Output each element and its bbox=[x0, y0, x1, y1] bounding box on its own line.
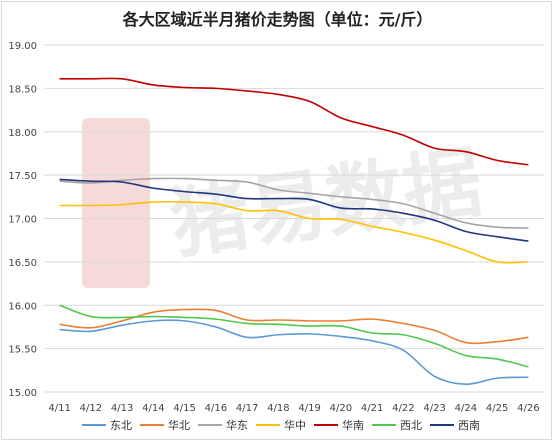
y-tick-label: 18.00 bbox=[8, 128, 37, 139]
y-tick-label: 17.00 bbox=[8, 215, 37, 226]
legend-label: 华北 bbox=[168, 418, 190, 432]
legend: 东北 华北 华东 华中 华南 西北 西南 bbox=[82, 418, 480, 432]
y-tick-label: 17.50 bbox=[8, 171, 37, 182]
x-tick-label: 4/20 bbox=[330, 403, 352, 414]
y-tick-label: 16.00 bbox=[8, 301, 37, 312]
series-line-东北 bbox=[59, 319, 529, 385]
legend-label: 东北 bbox=[110, 419, 132, 432]
x-tick-label: 4/18 bbox=[267, 403, 289, 414]
legend-label: 西南 bbox=[458, 419, 480, 432]
legend-label: 华南 bbox=[342, 418, 364, 432]
grid-lines bbox=[44, 44, 544, 393]
series-line-西北 bbox=[59, 304, 529, 368]
series-lines bbox=[59, 77, 529, 385]
x-tick-label: 4/26 bbox=[517, 403, 539, 414]
series-line-华北 bbox=[59, 308, 529, 345]
y-axis-ticks: 19.00 18.50 18.00 17.50 17.00 16.50 16.00 15.50… bbox=[8, 41, 37, 399]
y-tick-label: 15.00 bbox=[8, 388, 37, 399]
chart-title: 各大区域近半月猪价走势图（单位：元/斤） bbox=[122, 10, 433, 29]
x-tick-label: 4/22 bbox=[392, 403, 414, 414]
x-tick-label: 4/23 bbox=[423, 403, 445, 414]
watermark-logo bbox=[82, 118, 150, 288]
x-tick-label: 4/11 bbox=[48, 403, 70, 414]
x-tick-label: 4/19 bbox=[298, 403, 320, 414]
y-tick-label: 19.00 bbox=[8, 41, 37, 52]
y-tick-label: 18.50 bbox=[8, 84, 37, 95]
legend-label: 华东 bbox=[226, 418, 248, 432]
y-tick-label: 16.50 bbox=[8, 258, 37, 269]
series-line-华南 bbox=[59, 77, 529, 166]
legend-label: 西北 bbox=[400, 419, 422, 432]
x-axis-ticks: 4/11 4/12 4/13 4/14 4/15 4/16 4/17 4/18 4/19 4/20… bbox=[48, 403, 539, 414]
series-line-华中 bbox=[59, 200, 529, 264]
x-tick-label: 4/17 bbox=[236, 403, 258, 414]
series-line-华东 bbox=[59, 177, 529, 229]
series-line-西南 bbox=[59, 178, 529, 242]
legend-label: 华中 bbox=[284, 418, 306, 432]
x-tick-label: 4/21 bbox=[361, 403, 383, 414]
x-tick-label: 4/13 bbox=[111, 403, 133, 414]
y-tick-label: 15.50 bbox=[8, 345, 37, 356]
x-tick-label: 4/15 bbox=[173, 403, 195, 414]
x-tick-label: 4/12 bbox=[80, 403, 102, 414]
x-tick-label: 4/25 bbox=[486, 403, 508, 414]
x-tick-label: 4/14 bbox=[142, 403, 164, 414]
x-tick-label: 4/24 bbox=[455, 403, 477, 414]
x-tick-label: 4/16 bbox=[205, 403, 227, 414]
